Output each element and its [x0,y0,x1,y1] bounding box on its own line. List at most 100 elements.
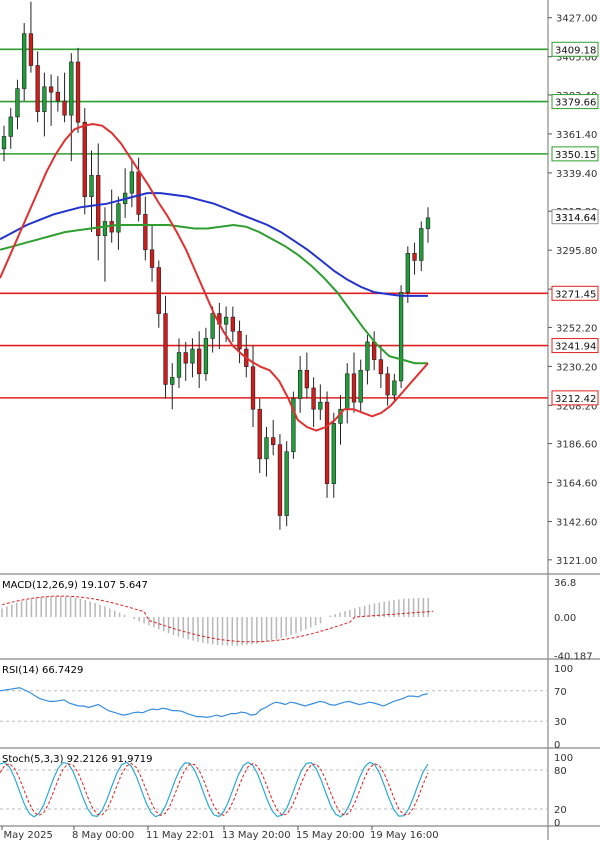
stoch-k-line [0,761,429,818]
macd-tick-label: 0.00 [554,613,576,624]
candle-body [250,366,256,410]
candle-body [345,373,350,410]
time-tick-label: 11 May 22:01 [146,830,215,840]
candle-body [143,214,148,251]
candle-body [69,61,74,116]
time-tick-label: 6 May 2025 [0,830,53,840]
candle-body [183,352,188,364]
candle-body [149,249,155,268]
macd-signal-line [1,595,434,643]
candle-body [405,253,410,293]
candle-body [62,100,67,116]
pane-background-rsi [0,662,548,748]
price-tick-label: 3339.40 [556,169,597,180]
candle-body [163,313,168,385]
macd-tick-label: 36.8 [554,578,576,589]
candle-body [136,171,141,215]
rsi-tick-label: 70 [554,687,567,698]
price-tick-label: 3427.00 [556,14,597,25]
price-tick-label: 3405.00 [556,53,597,64]
macd-tick-label: -40.187 [554,651,593,662]
candle-body [82,121,87,197]
candle-body [55,91,60,102]
candle-body [271,437,276,445]
candle-body [291,398,296,453]
resistance-label-box [551,94,599,110]
price-tick-label: 3295.80 [556,246,597,257]
candle-body [284,451,289,516]
candle-body [237,330,242,350]
rsi-tick-label: 30 [554,717,567,728]
stoch-tick-label: 100 [554,753,573,764]
candle-body [392,380,397,396]
candle-body [264,437,269,460]
rsi-line [0,687,429,719]
pane-background-macd [0,577,548,659]
moving-average-blue [0,192,428,297]
rsi-tick-label: 100 [554,664,573,675]
candle-body [176,352,182,378]
macd-title: MACD(12,26,9) 19.107 5.647 [2,580,148,591]
price-tick-label: 3252.20 [556,323,597,334]
candle-body [277,444,283,516]
candle-body [311,387,316,410]
resistance-label: 3379.66 [555,98,596,109]
candle-body [257,408,262,460]
candle-body [210,313,215,339]
time-tick-label: 8 May 00:00 [72,830,134,840]
pane-background-main [0,0,548,574]
candle-body [398,292,404,382]
candle-body [35,65,40,112]
candle-body [75,61,81,123]
stoch-tick-label: 20 [554,805,567,816]
time-tick-label: 15 May 20:00 [296,830,365,840]
price-tick-label: 3230.20 [556,362,597,373]
support-label: 3271.45 [555,289,596,300]
rsi-tick-label: 0 [554,740,560,751]
price-tick-label: 3208.20 [556,401,597,412]
candle-body [297,369,303,399]
candle-body [203,338,209,375]
price-tick-label: 3164.60 [556,479,597,490]
rsi-title: RSI(14) 66.7429 [2,665,83,676]
candle-body [190,348,195,364]
candle-body [331,423,336,484]
current-price-box [551,209,599,225]
support-label: 3241.94 [555,342,596,353]
candle-body [28,33,34,66]
candle-body [419,228,424,261]
support-label-box [551,285,599,301]
price-tick-label: 3361.40 [556,130,597,141]
resistance-label: 3409.18 [555,45,596,56]
support-label-box [551,338,599,354]
support-label-box [551,390,599,406]
resistance-label-box [551,146,599,162]
candle-body [22,33,27,89]
current-price-label: 3314.64 [555,213,596,224]
stoch-tick-label: 0 [554,818,560,829]
candle-body [365,341,370,371]
moving-average-red [0,122,429,432]
stoch-title: Stoch(5,3,3) 92.2126 91.9719 [2,754,153,765]
candle-body [170,377,175,385]
candle-body [156,267,161,314]
candle-body [48,86,54,93]
moving-average-green [0,223,428,365]
candle-body [324,401,330,484]
candle-body [412,253,417,261]
candle-body [8,116,13,137]
candle-body [230,316,235,332]
candle-body [129,171,135,194]
candle-body [116,203,121,233]
stoch-d-line [0,762,429,817]
resistance-label: 3350.15 [555,150,596,161]
time-tick-label: 19 May 16:00 [370,830,439,840]
candle-body [351,373,357,403]
price-tick-label: 3142.60 [556,518,597,529]
candle-body [223,316,229,325]
price-tick-label: 3121.00 [556,556,597,567]
candle-body [372,341,377,360]
resistance-label-box [551,41,599,57]
